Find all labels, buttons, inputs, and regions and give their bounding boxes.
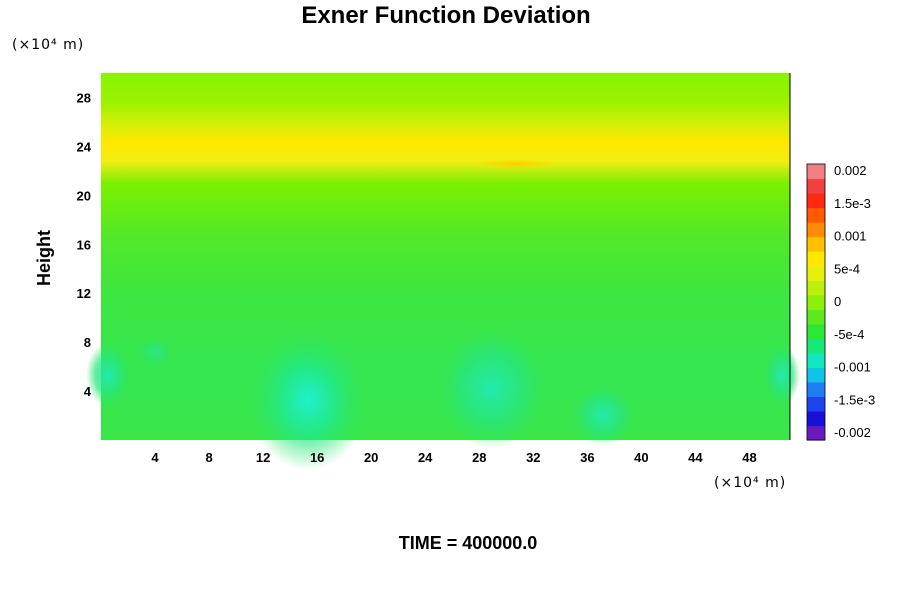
x-tick-label: 4 [151, 450, 159, 465]
colorbar-label: 0 [834, 294, 841, 309]
colorbar-label: 0.001 [834, 229, 867, 244]
x-tick-label: 8 [205, 450, 212, 465]
chart-title: Exner Function Deviation [301, 2, 590, 29]
colorbar-swatch [807, 265, 825, 281]
colorbar-swatch [807, 425, 825, 441]
x-tick-label: 44 [688, 450, 703, 465]
time-label: TIME = 400000.0 [399, 533, 538, 553]
y-tick-label: 16 [77, 237, 91, 252]
colorbar-swatch [807, 410, 825, 427]
colorbar-label: 1.5e-3 [834, 196, 871, 211]
heatmap-minimum-6 [137, 338, 173, 366]
y-tick-label: 4 [84, 384, 92, 399]
colorbar-swatch [807, 280, 825, 296]
colorbar-swatch [807, 352, 825, 368]
colorbar-swatch [807, 323, 825, 339]
y-axis-label: Height [34, 230, 54, 286]
x-tick-label: 24 [418, 450, 433, 465]
colorbar-label: -1.5e-3 [834, 392, 875, 407]
y-tick-label: 20 [77, 188, 91, 203]
y-axis-unit: (×10⁴ m) [12, 37, 84, 53]
x-tick-label: 36 [580, 450, 594, 465]
heatmap-minimum-5 [764, 345, 800, 405]
colorbar-swatch [807, 367, 825, 383]
colorbar-label: -5e-4 [834, 327, 864, 342]
colorbar-swatch [807, 381, 825, 398]
y-tick-label: 28 [77, 91, 91, 106]
heatmap-minimum-2 [437, 328, 547, 448]
x-tick-label: 16 [310, 450, 324, 465]
x-axis-unit: (×10⁴ m) [714, 475, 786, 491]
heatmap-minimum-1 [248, 330, 368, 470]
colorbar-label: -0.002 [834, 425, 871, 440]
heatmap-minimum-4 [86, 343, 130, 407]
heatmap-minimum-3 [571, 385, 635, 445]
y-tick-label: 12 [77, 286, 91, 301]
x-tick-label: 32 [526, 450, 540, 465]
colorbar-swatch [807, 207, 825, 223]
heatmap-max-region [465, 159, 565, 169]
y-tick-label: 24 [77, 139, 92, 154]
x-tick-label: 12 [256, 450, 270, 465]
colorbar-labels: 0.002 1.5e-3 0.001 5e-4 0 -5e-4 -0.001 -1.5e-3 -… [834, 163, 875, 440]
y-axis-ticks: 4 8 12 16 20 24 28 [77, 91, 92, 400]
colorbar-label: 0.002 [834, 163, 867, 178]
colorbar-label: -0.001 [834, 360, 871, 375]
y-tick-label: 8 [84, 335, 91, 350]
colorbar-swatch [807, 309, 825, 325]
colorbar-swatch [807, 178, 825, 194]
heatmap-field [86, 73, 800, 470]
x-axis-ticks: 4 8 12 16 20 24 28 32 36 40 44 48 [151, 450, 756, 465]
colorbar-swatch [807, 338, 825, 354]
colorbar-frame [806, 163, 826, 441]
x-tick-label: 28 [472, 450, 486, 465]
colorbar-label: 5e-4 [834, 261, 860, 276]
colorbar-swatch [807, 251, 825, 267]
colorbar-swatch [807, 236, 825, 252]
x-tick-label: 40 [634, 450, 648, 465]
x-tick-label: 48 [742, 450, 756, 465]
colorbar [806, 163, 826, 441]
colorbar-swatch [807, 396, 825, 412]
colorbar-swatch [807, 294, 825, 310]
colorbar-swatch [807, 222, 825, 238]
colorbar-swatch [807, 164, 825, 180]
x-tick-label: 20 [364, 450, 378, 465]
colorbar-swatch [807, 193, 825, 209]
